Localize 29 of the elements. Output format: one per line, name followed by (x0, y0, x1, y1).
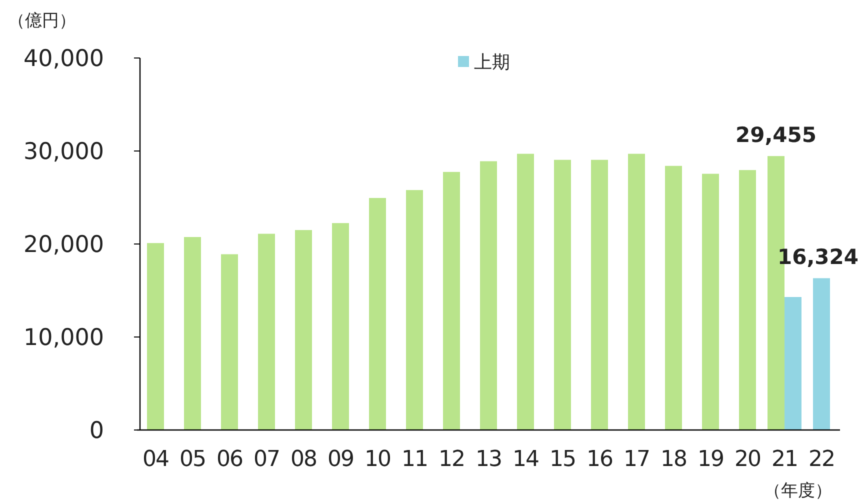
x-tick-label: 10 (364, 447, 390, 472)
x-tick-label: 22 (808, 447, 834, 472)
y-axis-title: （億円） (8, 11, 76, 31)
x-tick-label: 19 (698, 447, 724, 472)
x-tick-label: 12 (438, 447, 464, 472)
data-label: 16,324 (777, 245, 859, 270)
x-tick-label: 04 (142, 447, 168, 472)
x-tick-label: 15 (550, 447, 576, 472)
x-tick-label: 13 (476, 447, 502, 472)
y-tick-label: 0 (89, 418, 104, 444)
x-tick-label: 16 (586, 447, 612, 472)
data-label: 29,455 (735, 123, 817, 148)
y-tick-label: 40,000 (24, 46, 104, 72)
x-tick-label: 08 (290, 447, 316, 472)
y-tick-label: 30,000 (24, 139, 104, 165)
x-tick-label: 17 (624, 447, 650, 472)
y-tick-label: 10,000 (24, 325, 104, 351)
x-axis-title: （年度） (764, 481, 832, 500)
x-tick-label: 21 (772, 447, 798, 472)
y-tick-label: 20,000 (24, 232, 104, 258)
x-tick-label: 05 (180, 447, 206, 472)
x-tick-label: 18 (660, 447, 686, 472)
x-tick-label: 11 (402, 447, 428, 472)
x-tick-label: 06 (216, 447, 242, 472)
x-tick-label: 07 (254, 447, 280, 472)
legend-label: 上期 (474, 52, 510, 73)
x-tick-label: 14 (512, 447, 538, 472)
x-tick-label: 09 (328, 447, 354, 472)
x-tick-label: 20 (734, 447, 760, 472)
